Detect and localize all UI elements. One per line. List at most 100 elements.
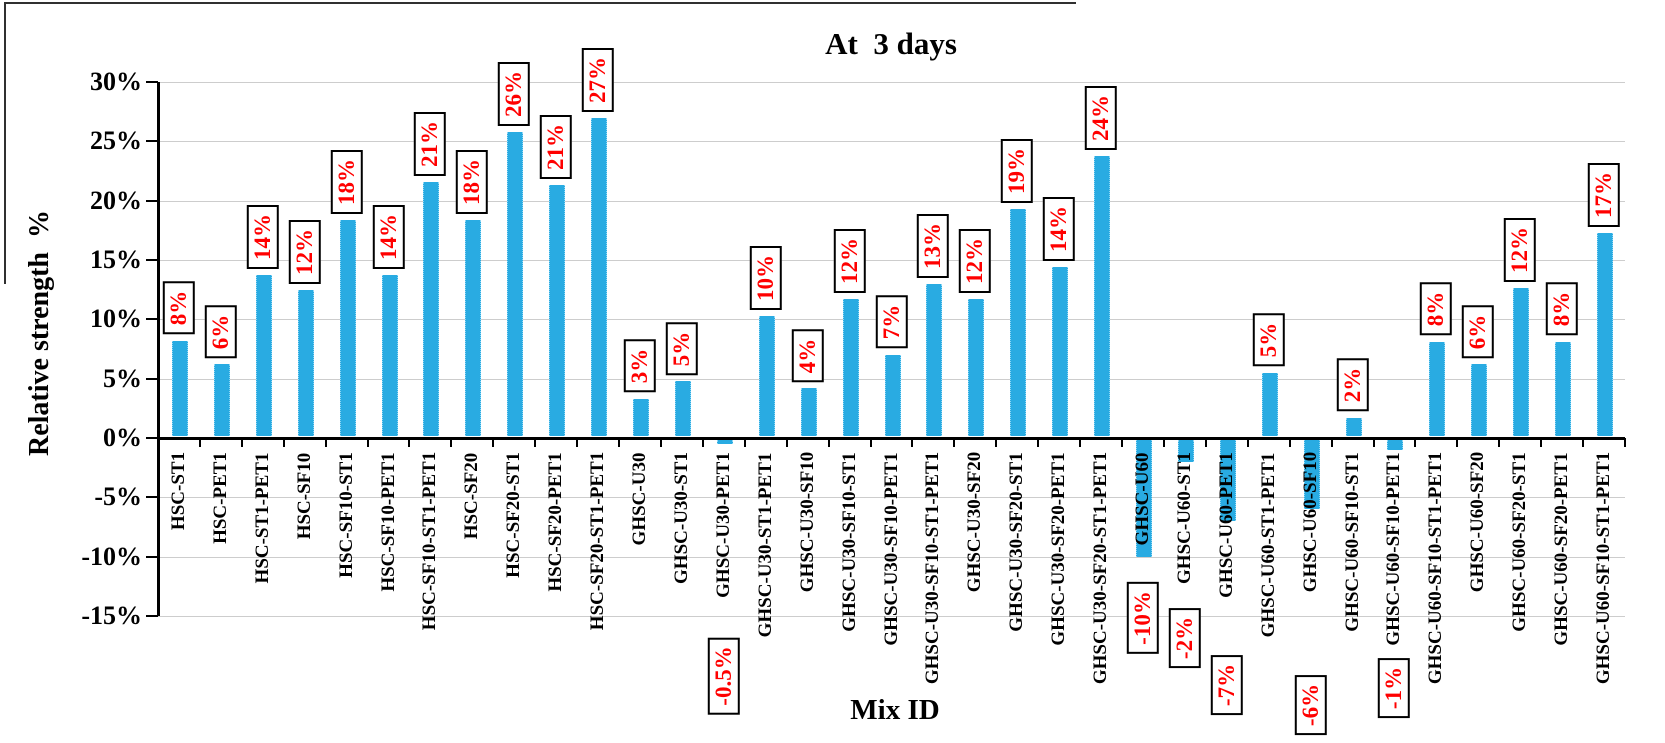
x-axis-tick <box>1037 438 1040 447</box>
bar-value-label: -7% <box>1210 654 1244 716</box>
x-axis-tick <box>1204 438 1207 447</box>
bar <box>968 299 985 437</box>
bar-value-label: 14% <box>1042 197 1076 262</box>
bar <box>1471 364 1488 437</box>
x-category-label: HSC-SF10-ST1-PET1 <box>419 451 441 631</box>
bar <box>926 283 943 437</box>
bar <box>674 381 691 437</box>
bar-value-label: 14% <box>372 205 405 270</box>
bar-value-label: 12% <box>959 229 992 294</box>
y-axis-tick <box>146 377 158 380</box>
x-axis-tick <box>157 438 159 447</box>
bar <box>549 185 566 437</box>
x-axis-tick <box>618 438 621 447</box>
bar-value-label: 12% <box>833 229 866 294</box>
bar <box>1052 267 1069 437</box>
bar <box>1219 439 1236 522</box>
bar <box>1513 288 1530 437</box>
x-axis-tick <box>1582 438 1585 447</box>
y-axis-tick <box>146 318 158 321</box>
bar <box>800 388 817 437</box>
x-category-label: GHSC-U30-ST1-PET1 <box>754 452 776 637</box>
x-axis-tick <box>408 438 411 447</box>
y-axis-line <box>156 81 160 616</box>
bar-value-label: 4% <box>791 329 824 382</box>
x-category-label: GHSC-U60-SF10-ST1-PET1 <box>1593 451 1615 685</box>
bar-value-label: 26% <box>498 61 531 126</box>
y-tick-label: 25% <box>90 126 142 156</box>
x-category-label: GHSC-U60-PET1 <box>1215 452 1237 598</box>
x-axis-tick <box>1414 438 1417 447</box>
x-axis-tick <box>1372 438 1375 447</box>
x-category-label: HSC-ST1 <box>167 451 189 531</box>
x-category-label: GHSC-U60-SF10 <box>1299 451 1321 593</box>
bar <box>1177 439 1194 462</box>
y-axis-tick <box>146 555 158 558</box>
bar-value-label: 10% <box>749 245 782 310</box>
chart-frame-top <box>4 2 1076 4</box>
bar-value-label: 21% <box>539 115 573 180</box>
x-axis-tick <box>198 438 201 447</box>
y-axis-tick <box>146 80 158 83</box>
bar <box>465 219 482 437</box>
x-category-label: GHSC-U30 <box>629 452 651 545</box>
x-axis-tick <box>1456 438 1459 447</box>
x-category-label: GHSC-U30-PET1 <box>712 452 734 598</box>
x-category-label: GHSC-U30-SF10-ST1 <box>838 451 860 632</box>
y-tick-label: 20% <box>90 185 142 215</box>
bar <box>213 364 230 437</box>
bar-value-label: -10% <box>1126 582 1160 654</box>
x-category-label: HSC-SF10-PET1 <box>377 451 399 592</box>
gridline <box>158 200 1625 202</box>
x-category-label: GHSC-U30-SF10 <box>796 451 818 593</box>
x-category-label: HSC-SF20-PET1 <box>545 451 567 592</box>
y-axis-tick <box>146 615 158 617</box>
x-axis-tick <box>1162 438 1165 447</box>
bar <box>591 117 608 437</box>
chart-title: At 3 days <box>825 26 957 61</box>
bar-value-label: 5% <box>1252 313 1285 367</box>
x-axis-tick <box>366 438 369 447</box>
bar <box>423 181 440 437</box>
x-axis-tick <box>1624 438 1626 447</box>
bar-value-label: 8% <box>162 281 196 335</box>
gridline <box>158 556 1625 558</box>
x-category-label: HSC-SF20-ST1-PET1 <box>587 451 609 631</box>
x-category-label: GHSC-U60-SF20-ST1 <box>1509 451 1531 632</box>
bar-value-label: 18% <box>330 149 363 214</box>
x-axis-tick <box>282 438 285 447</box>
x-axis-tick <box>659 438 662 447</box>
x-axis-tick <box>953 438 956 447</box>
y-axis-tick <box>146 258 158 261</box>
gridline <box>158 141 1625 143</box>
bar <box>1597 232 1614 437</box>
gridline <box>158 497 1625 499</box>
bar-value-label: 3% <box>623 340 657 393</box>
bar <box>842 299 859 437</box>
bar <box>1135 439 1152 557</box>
y-tick-label: -5% <box>94 482 142 512</box>
bar <box>339 219 356 437</box>
bar <box>884 354 901 437</box>
bar-value-label: -6% <box>1294 674 1327 736</box>
x-axis-line <box>158 436 1625 440</box>
bar <box>1094 155 1111 437</box>
x-axis-tick <box>1498 438 1501 447</box>
bar-value-label: 8% <box>1420 283 1453 336</box>
x-category-label: GHSC-U60-ST1 <box>1173 452 1195 584</box>
bar-value-label: 8% <box>1545 283 1579 336</box>
y-tick-label: -15% <box>81 601 142 630</box>
x-axis-tick <box>450 438 453 447</box>
x-category-label: GHSC-U30-SF20-ST1-PET1 <box>1090 451 1112 685</box>
x-category-label: GHSC-U60-SF10-ST1-PET1 <box>1425 451 1447 685</box>
bar-value-label: 19% <box>1001 138 1034 203</box>
x-axis-tick <box>1540 438 1543 447</box>
x-category-label: HSC-SF10-ST1 <box>335 452 357 578</box>
bar-value-label: 17% <box>1587 162 1621 227</box>
bar <box>507 131 524 437</box>
y-tick-label: 15% <box>90 244 142 274</box>
bar-value-label: 14% <box>246 205 279 270</box>
x-category-label: GHSC-U60-SF20-PET1 <box>1551 451 1573 646</box>
x-axis-tick <box>869 438 872 447</box>
